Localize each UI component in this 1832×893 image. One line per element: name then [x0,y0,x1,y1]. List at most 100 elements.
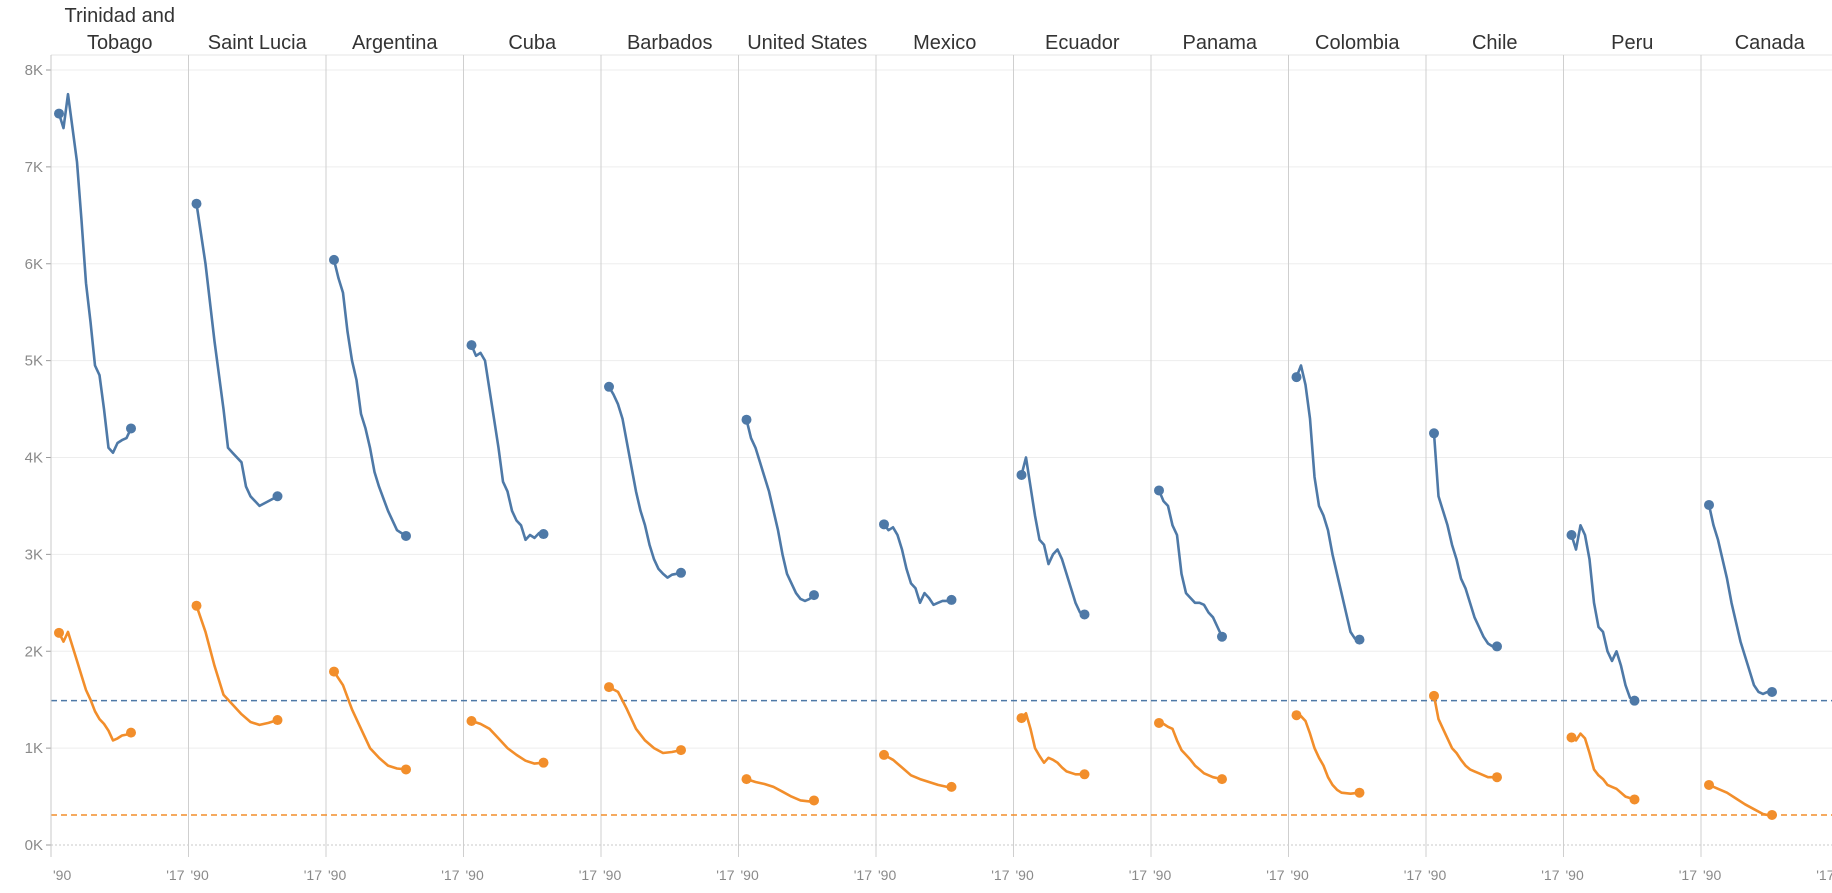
x-tick-label: '17 [304,867,322,883]
panel: United States '90 '17 [741,32,873,883]
x-tick-label: '17 [1266,867,1284,883]
blue-start-point [1154,485,1164,496]
panel: Barbados '90 '17 [603,32,735,883]
x-tick-label: '17 [1679,867,1697,883]
blue-end-point [946,594,957,605]
reference-lines [51,699,1832,816]
panel-title: Chile [1472,32,1518,54]
orange-end-point [401,764,411,775]
blue-end-point [272,491,283,502]
panel: Ecuador '90 '17 [1016,32,1148,883]
blue-start-point [1016,469,1027,480]
x-tick-label: '17 [1404,867,1422,883]
orange-start-point [1154,717,1164,728]
x-tick-label: '90 [1566,867,1584,883]
x-tick-label: '17 [579,867,597,883]
panel: Argentina '90 '17 [328,32,460,883]
blue-start-point [1566,530,1577,540]
orange-end-point [946,781,957,792]
x-tick-label: '90 [741,867,759,883]
blue-start-point [1704,499,1714,510]
x-tick-label: '90 [191,867,209,883]
blue-start-point [604,381,614,392]
y-tick-label: 8K [25,62,43,79]
panel: Chile '90 '17 [1428,32,1560,883]
blue-end-point [538,529,549,540]
blue-end-point [809,590,819,601]
blue-end-point [1767,686,1777,697]
blue-series-line [470,343,545,542]
blue-end-point [1354,634,1365,645]
orange-start-point [1429,690,1439,701]
orange-series-line [1570,732,1636,801]
x-tick-label: '90 [603,867,621,883]
x-tick-label: '90 [1153,867,1171,883]
blue-series-line [1570,524,1636,702]
blue-start-point [466,340,477,351]
blue-start-point [54,108,64,119]
orange-end-point [1079,769,1090,780]
x-tick-label: '17 [854,867,872,883]
panel-title: Mexico [913,32,976,54]
orange-series-line [1020,712,1086,776]
blue-series-line [332,258,408,538]
orange-start-point [466,716,477,726]
orange-start-point [604,682,614,693]
blue-series-line [1707,503,1774,696]
y-axis: 0K 1K 2K 3K 4K 5K 6K 7K 8K [25,55,52,857]
orange-series-line [1432,694,1499,779]
blue-end-point [1629,695,1640,706]
orange-start-point [1566,732,1577,743]
panel-title: Barbados [627,32,713,54]
orange-series-line [745,777,816,803]
panel-title: Colombia [1315,32,1400,54]
orange-start-point [1291,710,1302,721]
orange-start-point [741,774,752,785]
blue-start-point [191,198,202,209]
x-tick-label: '17 [1816,867,1832,883]
blue-start-point [1429,428,1439,439]
orange-end-point [272,715,283,726]
panel: Colombia '90 '17 [1291,32,1423,883]
orange-series-line [1707,783,1774,817]
x-tick-label: '17 [441,867,459,883]
panel-title: Peru [1611,32,1653,54]
panel-title: Ecuador [1045,32,1120,54]
x-tick-label: '90 [328,867,346,883]
orange-series-line [470,719,545,765]
blue-end-point [1079,609,1090,620]
panel-title: Canada [1735,32,1806,54]
blue-series-line [882,523,953,607]
blue-end-point [401,530,411,541]
panel: Canada '90 '17 [1703,32,1832,883]
orange-start-point [1016,713,1027,724]
orange-series-line [1295,713,1361,795]
y-tick-label: 7K [25,159,43,176]
orange-end-point [1354,787,1365,798]
blue-series-line [57,92,133,454]
blue-series-line [1295,364,1361,641]
x-tick-label: '90 [1703,867,1721,883]
panel-title: United States [747,32,867,54]
panel: Cuba '90 '17 [466,32,598,883]
x-tick-label: '17 [991,867,1009,883]
panel-title: Saint Lucia [208,32,308,54]
orange-end-point [1217,774,1227,785]
x-tick-label: '17 [1129,867,1147,883]
orange-series-line [57,630,133,742]
orange-start-point [191,600,202,611]
y-tick-label: 0K [25,837,43,854]
orange-series-line [607,685,683,755]
panel: Saint Lucia '90 '17 [191,32,323,883]
x-tick-label: '90 [53,867,71,883]
panel-title: Tobago [87,32,153,54]
blue-end-point [1492,641,1502,652]
y-tick-label: 5K [25,353,43,370]
orange-start-point [879,749,889,760]
blue-series-line [607,385,683,579]
orange-end-point [538,757,549,768]
blue-series-line [1432,432,1499,648]
panel: Trinidad and Tobago '90 '17 [53,5,185,883]
